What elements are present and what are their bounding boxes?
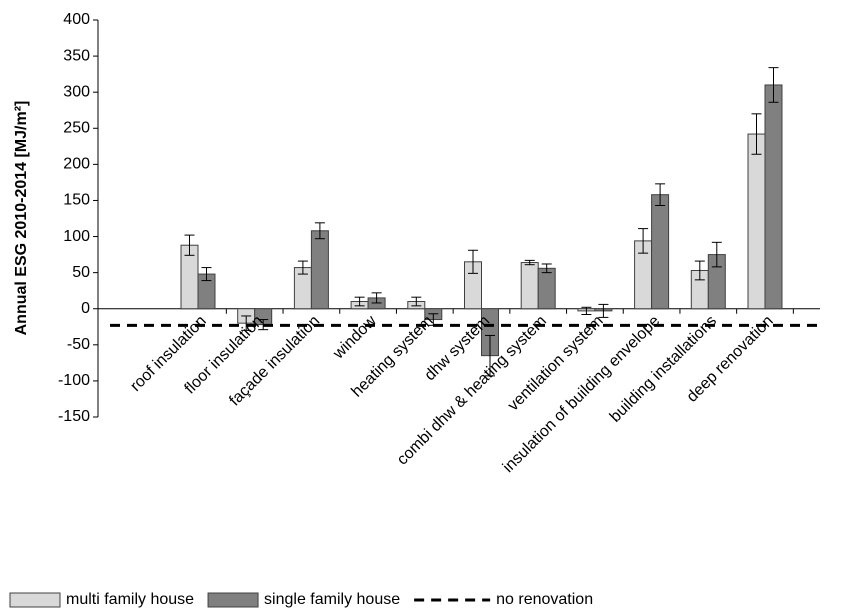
y-tick-label: -100 [58, 372, 90, 389]
legend-swatch [207, 592, 259, 608]
y-tick-label: 0 [81, 300, 90, 317]
legend-label: single family house [264, 591, 400, 608]
y-tick-label: 300 [63, 83, 90, 100]
y-tick-label: 350 [63, 47, 90, 64]
bar [651, 194, 670, 310]
bar [310, 230, 329, 310]
legend-swatch [9, 592, 61, 608]
y-tick-label: 200 [63, 156, 90, 173]
y-tick-label: -150 [58, 408, 90, 425]
x-tick-label: ventilation system [505, 313, 607, 415]
bar [747, 133, 766, 310]
x-tick-label: window [329, 312, 380, 363]
legend-label: no renovation [496, 591, 593, 608]
y-tick-label: 50 [72, 264, 90, 281]
y-tick-label: 250 [63, 119, 90, 136]
y-axis-label: Annual ESG 2010-2014 [MJ/m²] [13, 101, 30, 336]
bar [520, 262, 539, 310]
y-tick-label: 100 [63, 228, 90, 245]
y-tick-label: 400 [63, 11, 90, 28]
bar [764, 84, 783, 310]
bar [537, 267, 556, 310]
y-tick-label: 150 [63, 192, 90, 209]
x-tick-label: building installations [607, 313, 720, 426]
y-tick-label: -50 [67, 336, 90, 353]
legend-label: multi family house [66, 591, 194, 608]
